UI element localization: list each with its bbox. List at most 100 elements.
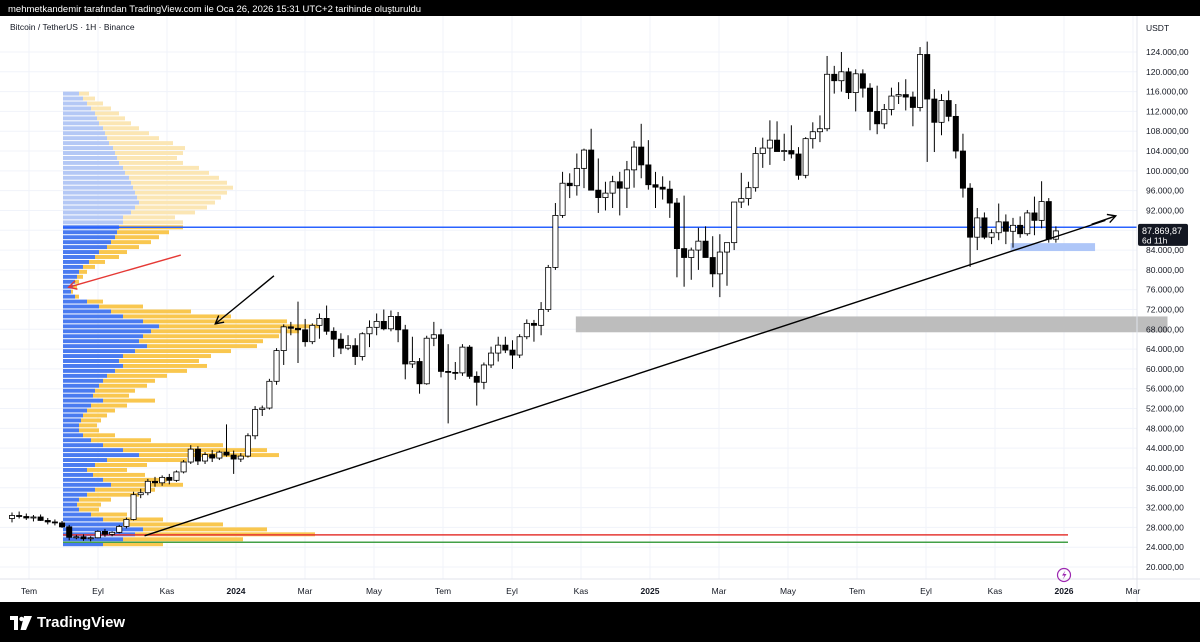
tradingview-brand[interactable]: TradingView	[10, 614, 125, 631]
vp-bar-sell	[97, 116, 125, 121]
candle	[638, 123, 645, 179]
candle-body-up	[409, 361, 416, 365]
price-tick-label: 40.000,00	[1146, 463, 1184, 473]
price-tick-label: 48.000,00	[1146, 423, 1184, 433]
vp-bar-buy	[63, 155, 117, 160]
chart-panel[interactable]: 124.000,00 120.000,00 116.000,00 112.000,00…	[0, 16, 1200, 602]
candle	[688, 247, 695, 280]
vp-bar-sell	[123, 165, 199, 170]
vp-bar-buy	[63, 339, 139, 344]
candle-body-up	[430, 334, 437, 339]
vp-bar-sell	[81, 418, 101, 423]
candle-body-up	[187, 448, 194, 463]
candle	[631, 141, 638, 188]
vp-bar-buy	[63, 368, 115, 373]
symbol-title[interactable]: Bitcoin / TetherUS · 1H · Binance	[10, 22, 135, 32]
gray-demand-zone	[575, 316, 1168, 333]
vp-bar-sell	[79, 423, 97, 428]
candle	[473, 371, 480, 406]
red-annotation-arrow-head	[67, 280, 78, 290]
vp-bar-buy	[63, 373, 107, 378]
vp-bar-buy	[63, 210, 131, 215]
candle	[888, 87, 895, 116]
candle-body-down	[323, 318, 330, 332]
vp-bar-buy	[63, 433, 83, 438]
candle	[931, 89, 938, 153]
candle	[216, 450, 223, 461]
candle	[337, 333, 344, 355]
price-tick-label: 68.000,00	[1146, 324, 1184, 334]
candle-body-down	[645, 164, 652, 186]
vp-bar-buy	[63, 388, 95, 393]
vp-bar-buy	[63, 418, 81, 423]
vp-bar-sell	[95, 487, 155, 492]
vp-bar-sell	[87, 467, 127, 472]
vp-bar-sell	[91, 403, 127, 408]
candle-body-down	[66, 526, 73, 538]
candle	[1045, 198, 1052, 243]
vp-bar-buy	[63, 319, 143, 324]
vp-bar-buy	[63, 443, 103, 448]
candle-body-up	[495, 344, 502, 354]
vp-bar-buy	[63, 542, 103, 547]
candle-body-up	[202, 454, 209, 462]
candle	[902, 79, 909, 111]
candle-body-up	[631, 146, 638, 171]
vp-bar-sell	[139, 453, 279, 458]
candle-body-up	[781, 150, 788, 152]
candle-body-down	[166, 476, 173, 481]
candle-body-down	[330, 330, 337, 340]
vp-bar-buy	[63, 185, 133, 190]
vp-bar-sell	[129, 175, 219, 180]
vp-bar-sell	[115, 235, 159, 240]
zones-layer	[575, 243, 1168, 333]
candle	[30, 515, 37, 522]
candle	[959, 133, 966, 198]
candle-body-up	[144, 480, 151, 494]
candle	[845, 67, 852, 100]
candle-body-down	[101, 530, 108, 535]
vp-bar-sell	[83, 96, 95, 101]
candle	[788, 125, 795, 159]
vp-bar-sell	[99, 304, 143, 309]
vp-bar-sell	[79, 91, 89, 96]
candle	[659, 176, 666, 200]
vp-bar-buy	[63, 299, 87, 304]
vp-bar-buy	[63, 363, 123, 368]
vp-bar-buy	[63, 309, 111, 314]
candle	[345, 335, 352, 351]
price-tick-label: 84.000,00	[1146, 245, 1184, 255]
vp-bar-sell	[143, 527, 267, 532]
candle	[881, 103, 888, 129]
candle	[673, 198, 680, 278]
candle-body-up	[538, 309, 545, 326]
vp-bar-buy	[63, 190, 135, 195]
vp-bar-sell	[73, 284, 77, 289]
candle	[37, 514, 44, 521]
candle-body-up	[87, 537, 94, 540]
vp-bar-buy	[63, 175, 129, 180]
vp-bar-buy	[63, 393, 93, 398]
currency-label[interactable]: USDT	[1146, 23, 1170, 33]
chart-canvas[interactable]: 124.000,00 120.000,00 116.000,00 112.000,00…	[0, 16, 1200, 602]
candle	[187, 445, 194, 464]
candle-body-up	[623, 169, 630, 189]
vp-bar-sell	[123, 363, 207, 368]
candle	[180, 460, 187, 474]
candle-body-up	[159, 476, 166, 484]
candle	[766, 120, 773, 165]
candle-body-up	[237, 455, 244, 460]
vp-bar-sell	[95, 463, 147, 467]
replay-lightning-icon[interactable]	[1056, 567, 1072, 583]
candle	[302, 318, 309, 347]
vp-bar-sell	[109, 141, 173, 146]
candle-body-down	[402, 329, 409, 365]
vp-bar-sell	[151, 329, 299, 334]
candle	[616, 171, 623, 216]
vp-bar-buy	[63, 269, 79, 274]
vp-bar-buy	[63, 492, 87, 497]
vp-bar-sell	[99, 383, 147, 388]
candle-body-down	[788, 150, 795, 155]
candle-body-up	[895, 94, 902, 97]
